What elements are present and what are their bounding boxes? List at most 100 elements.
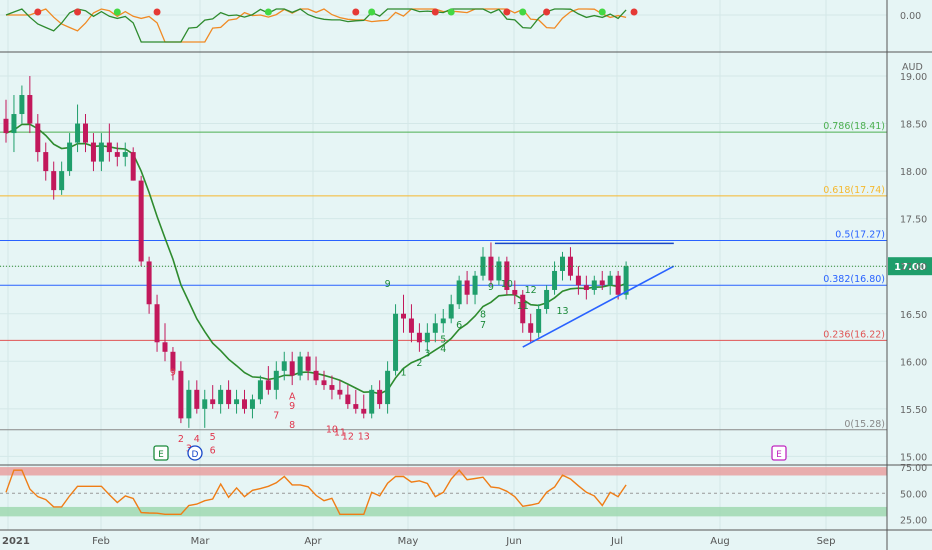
candle-body — [305, 356, 311, 371]
candle-body — [408, 318, 414, 333]
x-tick-label: Sep — [817, 536, 836, 547]
earnings-marker — [153, 445, 169, 461]
sequence-label-red: 4 — [194, 434, 200, 445]
sequence-label-green: 11 — [517, 301, 529, 312]
sequence-label-green: 8 — [480, 310, 486, 321]
sequence-label-red: 5 — [210, 432, 216, 443]
last-price-badge — [888, 257, 932, 276]
sequence-label-green: 10 — [501, 279, 513, 290]
candle-body — [401, 313, 406, 319]
rsi-tick-label: 75.00 — [900, 463, 927, 474]
candle-body — [623, 266, 629, 295]
sequence-label-green: 4 — [440, 344, 446, 355]
x-tick-label: May — [398, 536, 419, 547]
candle-body — [544, 289, 550, 309]
x-tick-label: Feb — [92, 536, 110, 547]
candle-body — [377, 389, 383, 405]
oscillator-signal-dot — [352, 8, 360, 16]
candle-body — [90, 142, 96, 162]
oscillator-signal-dot — [598, 8, 606, 16]
oscillator-signal-dot — [74, 8, 82, 16]
sequence-label-green: 3 — [424, 349, 430, 360]
rsi-tick-label: 50.00 — [900, 489, 927, 500]
oscillator-signal-dot — [153, 8, 161, 16]
sequence-label-red: 6 — [210, 446, 216, 457]
sequence-label-green: 5 — [440, 334, 446, 345]
sequence-label-red: 9 — [289, 401, 295, 412]
sequence-label-green: 12 — [525, 285, 537, 296]
fib-level-label: 0.236(16.22) — [823, 329, 885, 340]
y-tick-label: 15.00 — [900, 452, 927, 463]
candle-body — [464, 280, 470, 295]
candle-body — [19, 95, 25, 115]
candle-body — [170, 351, 176, 371]
y-tick-label: 16.50 — [900, 310, 927, 321]
candle-body — [440, 318, 446, 324]
rsi-line — [5, 469, 627, 515]
candle-body — [146, 261, 152, 305]
y-tick-label: 16.00 — [900, 357, 927, 368]
candle-body — [257, 380, 263, 400]
candle-body — [122, 152, 128, 157]
sequence-label-red: 8 — [289, 420, 295, 431]
sequence-label-red: 11 — [334, 427, 346, 438]
candle-body — [313, 370, 319, 381]
candle-body — [536, 308, 542, 333]
candle-body — [242, 399, 247, 409]
candle-body — [281, 361, 287, 371]
candle-body — [456, 280, 462, 305]
y-tick-label: 18.00 — [900, 167, 927, 178]
rsi-tick-label: 25.00 — [900, 516, 927, 527]
candle-body — [297, 356, 303, 376]
fib-level-label: 0.382(16.80) — [823, 274, 885, 285]
x-tick-label: Jul — [610, 536, 623, 547]
x-tick-label: Aug — [710, 536, 730, 547]
candle-body — [583, 285, 589, 290]
candle-body — [154, 304, 160, 343]
y-tick-label: 17.00 — [900, 262, 927, 273]
candle-body — [393, 313, 399, 371]
trend-line — [522, 265, 675, 348]
y-tick-label: 15.50 — [900, 405, 927, 416]
candle-body — [3, 118, 9, 134]
candle-body — [448, 304, 454, 319]
candle-body — [67, 142, 73, 172]
candle-body — [424, 332, 430, 343]
candle-body — [337, 389, 343, 395]
candle-body — [218, 389, 224, 405]
candle-body — [496, 261, 502, 281]
candle-body — [504, 261, 510, 290]
y-tick-label: 17.50 — [900, 215, 927, 226]
candle-body — [51, 171, 57, 191]
candle-body — [385, 370, 391, 405]
y-tick-label: 19.00 — [900, 72, 927, 83]
sequence-label-red: 2 — [178, 434, 184, 445]
sequence-label-green: 9 — [488, 282, 494, 293]
x-tick-label: Apr — [304, 536, 322, 547]
event-marker-letter: D — [192, 450, 199, 460]
candle-body — [234, 399, 240, 405]
oscillator-signal-dot — [543, 8, 551, 16]
candle-body — [512, 289, 518, 295]
sequence-label-green: 1 — [400, 368, 406, 379]
candle-body — [35, 123, 41, 153]
rsi-oversold-band — [0, 506, 887, 517]
candle-body — [289, 361, 295, 376]
candle-body — [59, 171, 65, 191]
candle-body — [345, 394, 351, 405]
oscillator-signal-dot — [113, 8, 121, 16]
sequence-label-red: 10 — [326, 425, 338, 436]
sequence-label-green: 9 — [385, 279, 391, 290]
fib-level-label: 0.5(17.27) — [835, 230, 885, 241]
oscillator-main-line — [5, 8, 627, 43]
top-indicator-panel — [5, 8, 638, 43]
candle-body — [432, 323, 438, 333]
candle-body — [607, 275, 613, 286]
x-tick-label: Mar — [191, 536, 211, 547]
price-panel[interactable]: 0.786(18.41) 0.618(17.74) 0.5(17.27) 0.382(… — [0, 76, 932, 461]
oscillator-signal-dot — [368, 8, 376, 16]
candle-body — [11, 114, 17, 134]
dividend-marker — [187, 445, 203, 461]
